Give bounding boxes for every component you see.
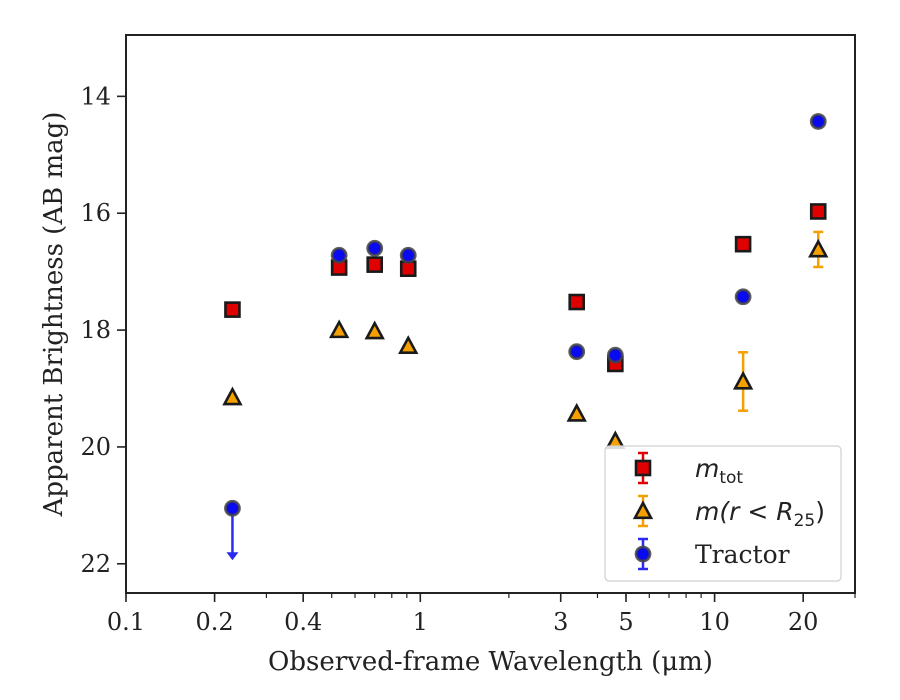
legend-label: Tractor (695, 540, 790, 569)
series-2 (224, 113, 827, 561)
x-axis-label: Observed-frame Wavelength (μm) (268, 647, 713, 677)
data-point (399, 246, 417, 264)
series-0 (224, 203, 827, 373)
x-tick-label: 0.1 (107, 608, 145, 636)
data-point (364, 320, 385, 340)
data-point (366, 256, 384, 273)
x-tick-label: 0.4 (284, 608, 322, 636)
x-tick-label: 20 (788, 608, 819, 636)
y-tick-label: 22 (80, 550, 111, 578)
data-point (222, 386, 243, 406)
x-tick-label: 10 (699, 608, 730, 636)
data-point (809, 203, 827, 220)
y-tick-label: 14 (80, 82, 111, 110)
upper-limit-arrowhead (226, 552, 239, 561)
data-point (398, 335, 419, 354)
data-point (330, 246, 348, 264)
data-point (366, 239, 384, 257)
x-tick-label: 3 (553, 608, 568, 636)
y-tick-label: 16 (80, 199, 111, 227)
legend-box (604, 445, 842, 582)
data-point (734, 288, 752, 306)
legend-marker (634, 459, 652, 477)
series-1 (222, 230, 829, 450)
data-point (399, 260, 417, 278)
legend-marker (634, 545, 652, 563)
data-point (808, 238, 829, 258)
data-point (734, 235, 752, 253)
x-tick-label: 5 (618, 608, 633, 636)
legend: mtot m(r < R25) Tractor (604, 445, 842, 582)
axis-ticks: 0.1 0.2 0.4 1 3 5 10 20 14 16 18 20 22 (80, 82, 856, 636)
data-point (566, 402, 587, 422)
y-tick-label: 18 (80, 316, 111, 344)
plot-area (222, 113, 829, 561)
legend-marker (632, 500, 654, 520)
data-point (568, 293, 586, 311)
data-point (224, 499, 241, 517)
data-point (732, 370, 754, 390)
legend-label: mtot (695, 454, 743, 488)
x-tick-label: 1 (413, 608, 428, 636)
data-point (809, 113, 827, 130)
y-axis-label: Apparent Brightness (AB mag) (39, 112, 69, 518)
x-tick-label: 0.2 (196, 608, 234, 636)
plot-frame (125, 34, 856, 594)
legend-label: m(r < R25) (695, 497, 825, 531)
data-point (606, 346, 624, 364)
data-point (328, 319, 350, 339)
data-point (568, 343, 586, 361)
y-tick-label: 20 (80, 433, 111, 461)
data-point (224, 301, 241, 318)
